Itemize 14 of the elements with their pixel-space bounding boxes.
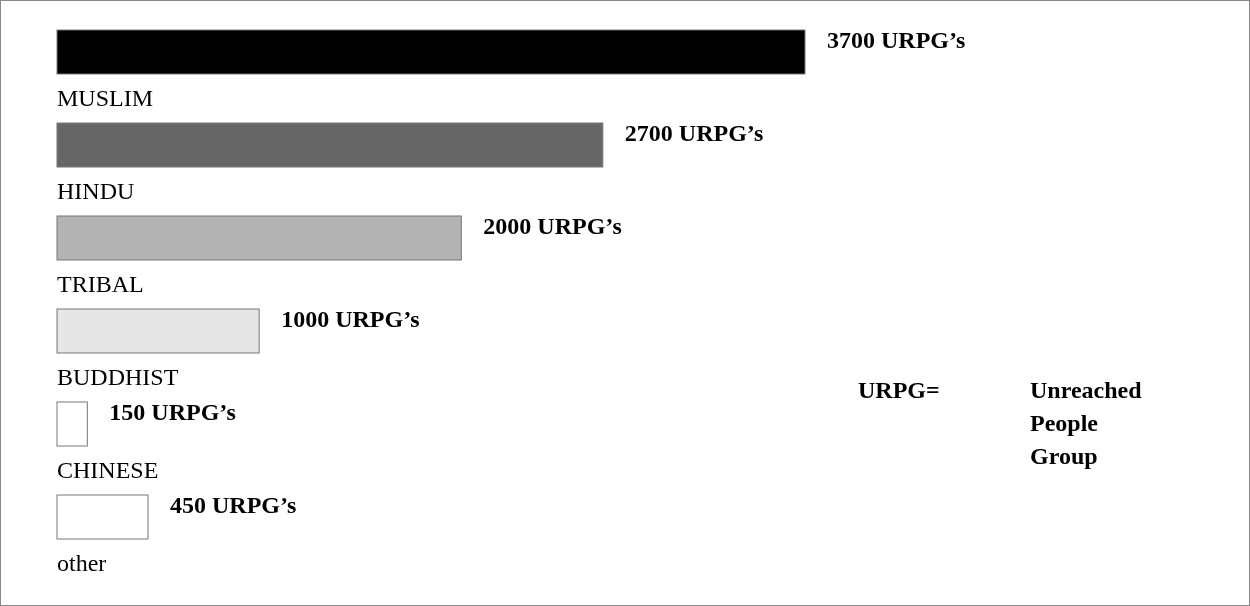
y-tick-label: BUDDHIST — [57, 364, 179, 390]
y-tick-label: TRIBAL — [57, 271, 144, 297]
data-label: 1000 URPG’s — [281, 306, 420, 332]
data-label: 3700 URPG’s — [827, 27, 966, 53]
data-label: 450 URPG’s — [169, 492, 297, 518]
text: Unreached People Group — [1030, 377, 1143, 469]
data-label: 2700 URPG’s — [624, 120, 764, 146]
y-tick-label: HINDU — [57, 178, 135, 204]
data-label: 2000 URPG’s — [483, 213, 622, 239]
y-tick-label: MUSLIM — [57, 85, 154, 111]
text: URPG= — [858, 377, 940, 403]
y-tick-label: CHINESE — [57, 457, 159, 483]
y-tick-label: other — [57, 550, 107, 576]
data-label: 150 URPG’s — [109, 399, 236, 425]
